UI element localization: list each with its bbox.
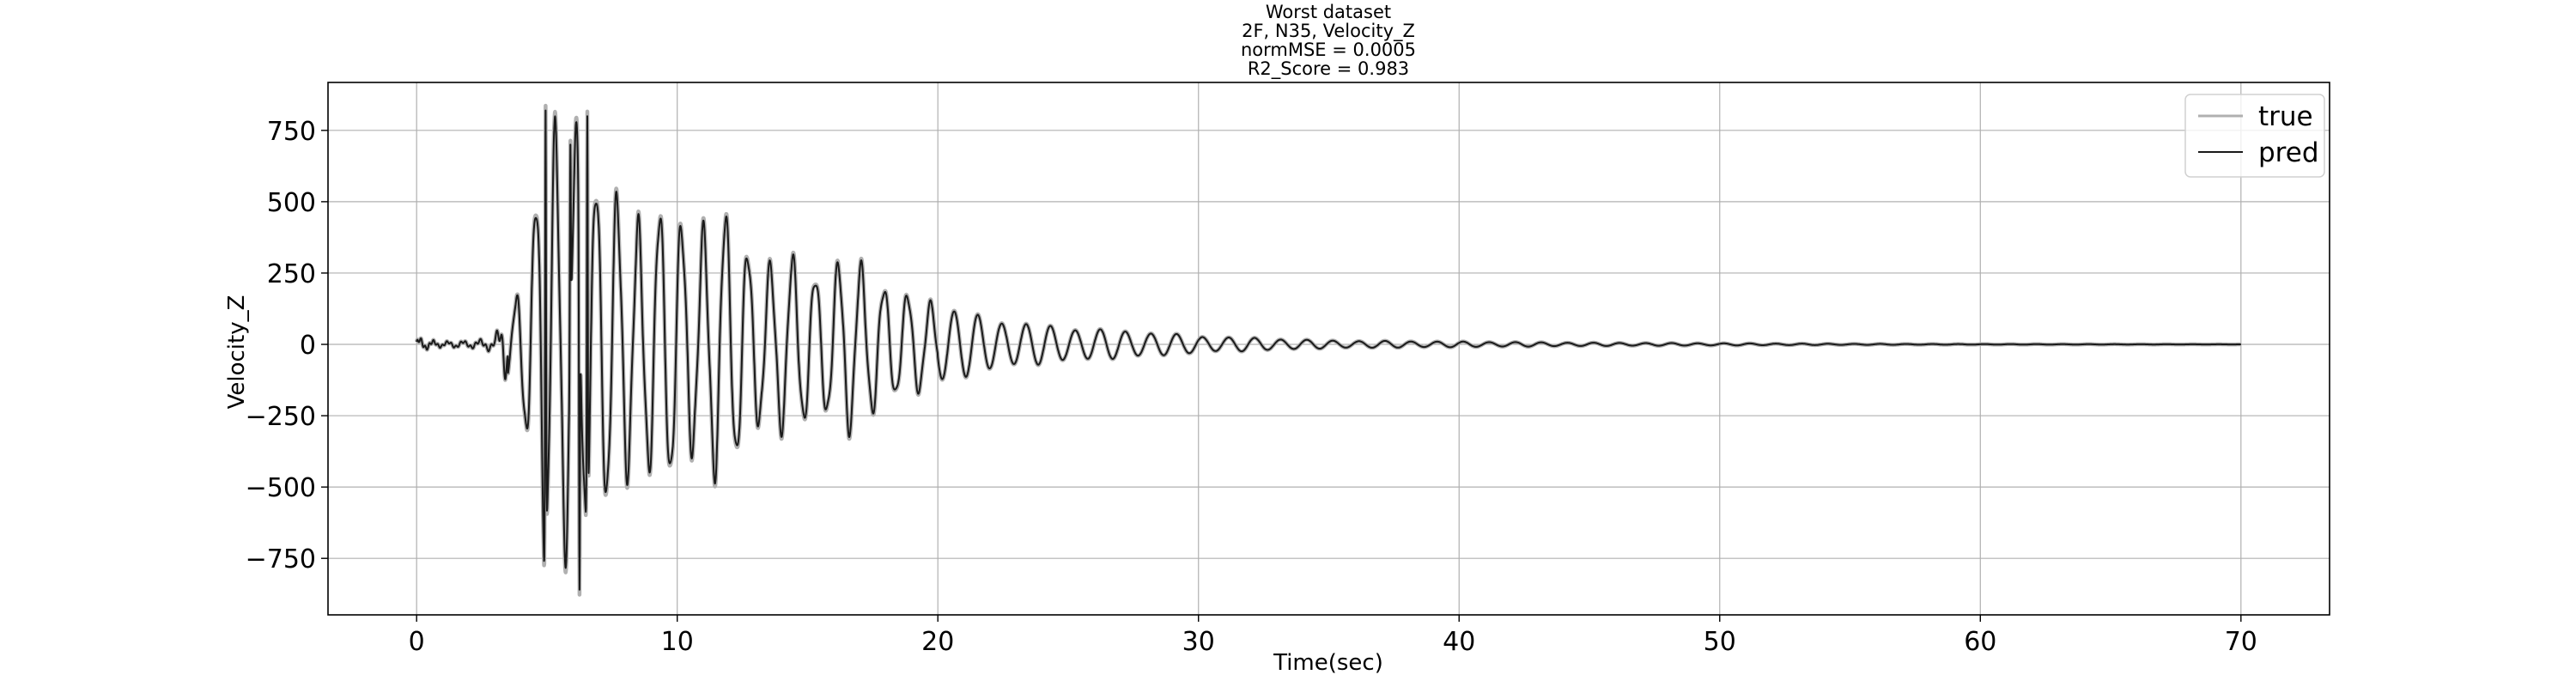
x-axis: 0 10 20 30 40 50 60 70 xyxy=(409,615,2257,657)
y-axis-label: Velocity_Z xyxy=(224,295,250,410)
x-tick-label: 20 xyxy=(921,627,954,657)
x-tick-label: 0 xyxy=(409,627,425,657)
y-axis: −750 −500 −250 0 250 500 750 xyxy=(246,117,328,575)
grid xyxy=(328,82,2330,615)
x-tick-label: 70 xyxy=(2225,627,2257,657)
x-tick-label: 60 xyxy=(1964,627,1996,657)
x-tick-label: 30 xyxy=(1182,627,1215,657)
legend-label-true: true xyxy=(2258,101,2313,132)
series-line-pred xyxy=(416,109,2242,591)
x-tick-label: 40 xyxy=(1443,627,1475,657)
legend: true pred xyxy=(2184,94,2325,178)
y-tick-label: −750 xyxy=(246,544,316,575)
x-axis-label: Time(sec) xyxy=(1273,650,1383,676)
y-tick-label: 750 xyxy=(267,117,316,147)
chart-title: Worst dataset 2F, N35, Velocity_Z normMS… xyxy=(1241,2,1416,80)
title-line-2: 2F, N35, Velocity_Z xyxy=(1242,21,1415,42)
y-tick-label: −500 xyxy=(246,473,316,503)
plot-frame xyxy=(327,82,2330,616)
plot-lines xyxy=(415,103,2243,597)
legend-label-pred: pred xyxy=(2258,137,2319,168)
y-tick-label: −250 xyxy=(246,402,316,432)
x-tick-label: 10 xyxy=(661,627,694,657)
x-tick-label: 50 xyxy=(1704,627,1736,657)
title-line-4: R2_Score = 0.983 xyxy=(1248,58,1409,80)
y-tick-label: 500 xyxy=(267,188,316,218)
series-line-true xyxy=(415,103,2243,597)
y-tick-label: 0 xyxy=(300,331,316,361)
title-line-1: Worst dataset xyxy=(1266,2,1391,22)
y-tick-label: 250 xyxy=(267,259,316,289)
title-line-3: normMSE = 0.0005 xyxy=(1241,40,1416,60)
